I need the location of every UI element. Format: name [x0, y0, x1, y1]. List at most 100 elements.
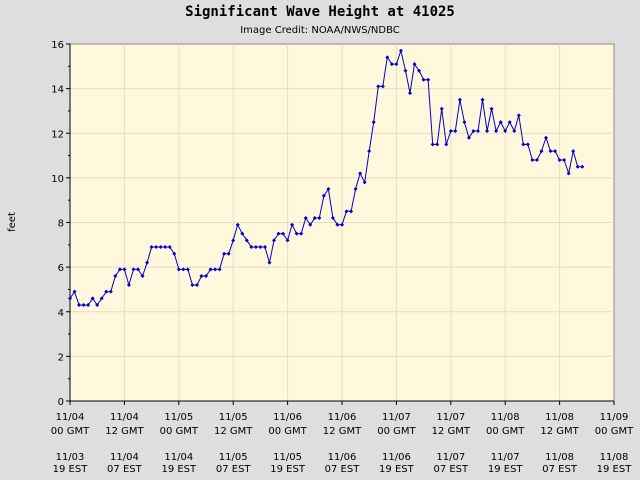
data-point [312, 216, 317, 221]
x-tick-label: 07 EST [433, 464, 469, 475]
data-point [81, 303, 86, 308]
data-point [290, 222, 295, 227]
y-tick-label: 12 [51, 129, 64, 140]
data-point [249, 245, 254, 250]
x-tick-label: 11/04 [164, 452, 193, 463]
data-point [503, 129, 508, 134]
data-point [108, 289, 113, 294]
x-tick-label: 12 GMT [432, 426, 471, 437]
data-point [353, 187, 358, 192]
x-tick-label: 11/04 [110, 412, 139, 423]
data-point [553, 149, 558, 154]
data-point [240, 231, 245, 236]
data-point [494, 129, 499, 134]
data-point [371, 120, 376, 125]
data-point [317, 216, 322, 221]
data-point [163, 245, 168, 250]
x-tick-label: 11/07 [491, 452, 520, 463]
data-point [362, 180, 367, 185]
y-tick-label: 0 [58, 397, 64, 408]
data-point [172, 251, 177, 256]
data-point [376, 84, 381, 89]
x-tick-label: 00 GMT [268, 426, 307, 437]
x-tick-label: 12 GMT [105, 426, 144, 437]
data-point [262, 245, 267, 250]
data-point [176, 267, 181, 272]
data-point [394, 62, 399, 67]
data-point [521, 142, 526, 147]
data-point [208, 267, 213, 272]
data-point [539, 149, 544, 154]
data-point [285, 238, 290, 243]
data-point [204, 274, 208, 279]
data-point [408, 91, 412, 96]
x-tick-label: 11/05 [219, 452, 248, 463]
data-point [530, 158, 535, 163]
data-point [512, 129, 517, 134]
x-tick-label: 19 EST [161, 464, 197, 475]
x-tick-label: 19 EST [270, 464, 306, 475]
x-tick-label: 00 GMT [51, 426, 90, 437]
data-point [480, 97, 485, 102]
y-axis: 0 2 4 6 8 10 12 14 16 [51, 40, 70, 408]
data-point [562, 158, 567, 163]
data-point [466, 135, 471, 140]
data-point [235, 222, 240, 227]
data-point [149, 245, 154, 250]
data-point [190, 282, 195, 287]
x-tick-label: 12 GMT [214, 426, 253, 437]
data-point [226, 251, 231, 256]
data-point [258, 245, 263, 250]
data-point [544, 135, 548, 140]
x-tick-label: 11/08 [491, 412, 520, 423]
data-point [557, 158, 562, 163]
data-point [253, 245, 258, 250]
data-point [367, 149, 372, 154]
x-tick-label: 11/07 [382, 412, 411, 423]
data-point [104, 289, 109, 294]
x-tick-label: 12 GMT [540, 426, 579, 437]
data-point [385, 55, 390, 60]
data-point [217, 267, 222, 272]
data-point [113, 274, 118, 279]
x-tick-label: 19 EST [597, 464, 633, 475]
data-point [276, 231, 281, 236]
y-tick-label: 10 [51, 174, 64, 185]
x-tick-label: 11/06 [273, 412, 302, 423]
data-point [145, 260, 150, 265]
y-axis-label: feet [7, 212, 18, 232]
x-tick-label: 00 GMT [486, 426, 525, 437]
x-tick-label: 00 GMT [377, 426, 416, 437]
data-point [194, 282, 199, 287]
x-tick-label: 11/05 [164, 412, 193, 423]
x-tick-label: 00 GMT [595, 426, 634, 437]
data-point [430, 142, 435, 147]
data-point [412, 62, 417, 67]
x-tick-label: 07 EST [325, 464, 361, 475]
x-tick-label: 11/07 [436, 452, 465, 463]
data-point [398, 48, 403, 53]
data-point [231, 238, 236, 243]
x-tick-label: 11/08 [545, 412, 574, 423]
y-tick-label: 6 [58, 263, 64, 274]
data-point [417, 68, 422, 73]
data-point [507, 120, 512, 125]
data-point [580, 164, 585, 169]
x-tick-label: 11/04 [56, 412, 85, 423]
data-point [77, 303, 82, 308]
data-point [349, 209, 354, 214]
data-point [340, 222, 344, 227]
data-point [167, 245, 172, 250]
data-point [534, 158, 539, 163]
x-tick-label: 11/07 [436, 412, 465, 423]
x-tick-label: 11/05 [219, 412, 248, 423]
data-point [222, 251, 227, 256]
data-point [448, 129, 453, 134]
data-point [571, 149, 576, 154]
x-tick-label: 11/04 [110, 452, 139, 463]
data-point [299, 231, 304, 236]
y-tick-label: 4 [58, 308, 64, 319]
data-point [181, 267, 186, 272]
data-point [498, 120, 503, 125]
